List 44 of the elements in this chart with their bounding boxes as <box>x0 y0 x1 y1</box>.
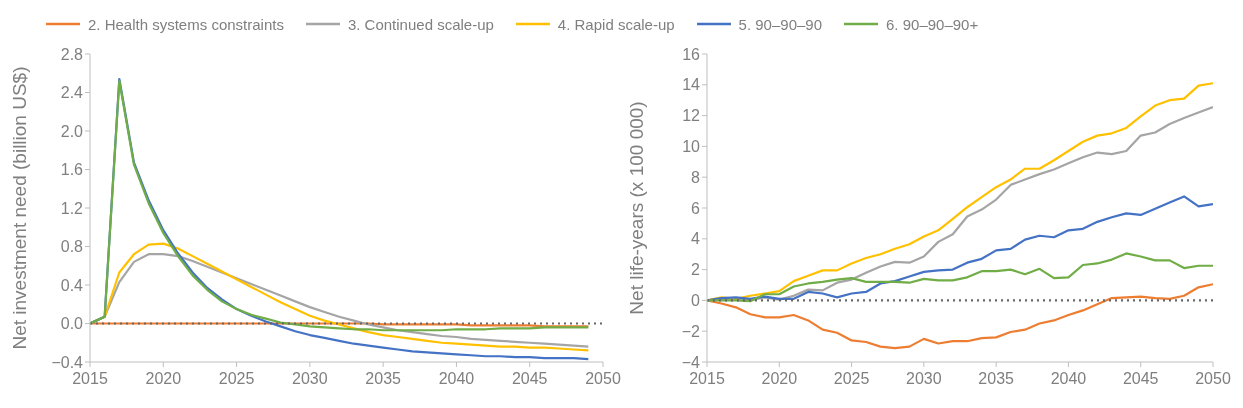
y-tick-label: 1.6 <box>60 161 84 179</box>
y-tick-label: 6 <box>691 199 701 217</box>
x-tick-label: 2015 <box>72 370 108 388</box>
y-tick-label: 2 <box>691 261 701 279</box>
x-tick-label: 2030 <box>292 370 328 388</box>
y-tick-label: 2.0 <box>60 122 84 140</box>
legend-label: 6. 90–90–90+ <box>886 15 979 33</box>
x-tick-label: 2020 <box>145 370 182 388</box>
y-tick-label: 2.8 <box>60 45 84 63</box>
legend-label: 4. Rapid scale-up <box>557 15 675 33</box>
x-tick-label: 2015 <box>689 370 725 388</box>
y-tick-label: 2.4 <box>60 84 84 102</box>
legend-label: 5. 90–90–90 <box>738 15 823 33</box>
y-tick-label: 0.4 <box>60 276 84 294</box>
y-axis-title: Net life-years (x 100 000) <box>625 101 647 315</box>
x-tick-label: 2045 <box>511 370 548 388</box>
y-tick-label: 8 <box>691 168 701 186</box>
y-tick-label: 0.8 <box>60 238 84 256</box>
x-tick-label: 2030 <box>906 370 942 388</box>
x-tick-label: 2050 <box>585 370 621 388</box>
y-axis-title: Net investment need (billion US$) <box>8 66 30 350</box>
y-tick-label: 14 <box>682 76 701 94</box>
y-tick-label: 0 <box>691 292 701 310</box>
x-tick-label: 2045 <box>1122 370 1159 388</box>
legend-label: 3. Continued scale-up <box>347 15 494 33</box>
y-tick-label: 0.0 <box>60 315 84 333</box>
y-tick-label: −0.4 <box>51 353 84 371</box>
y-tick-label: 4 <box>691 230 701 248</box>
x-tick-label: 2040 <box>1050 370 1087 388</box>
y-tick-label: 1.2 <box>60 199 84 217</box>
x-tick-label: 2035 <box>978 370 1015 388</box>
y-tick-label: −2 <box>681 322 701 340</box>
y-tick-label: 10 <box>682 138 701 156</box>
x-tick-label: 2050 <box>1195 370 1231 388</box>
y-tick-label: −4 <box>681 353 701 371</box>
x-tick-label: 2025 <box>218 370 255 388</box>
y-tick-label: 12 <box>682 107 701 125</box>
x-tick-label: 2025 <box>833 370 870 388</box>
x-tick-label: 2040 <box>438 370 475 388</box>
line-series <box>707 252 1213 303</box>
x-tick-label: 2035 <box>365 370 402 388</box>
y-tick-label: 16 <box>682 45 701 63</box>
x-tick-label: 2020 <box>761 370 798 388</box>
legend-label: 2. Health systems constraints <box>88 15 284 33</box>
